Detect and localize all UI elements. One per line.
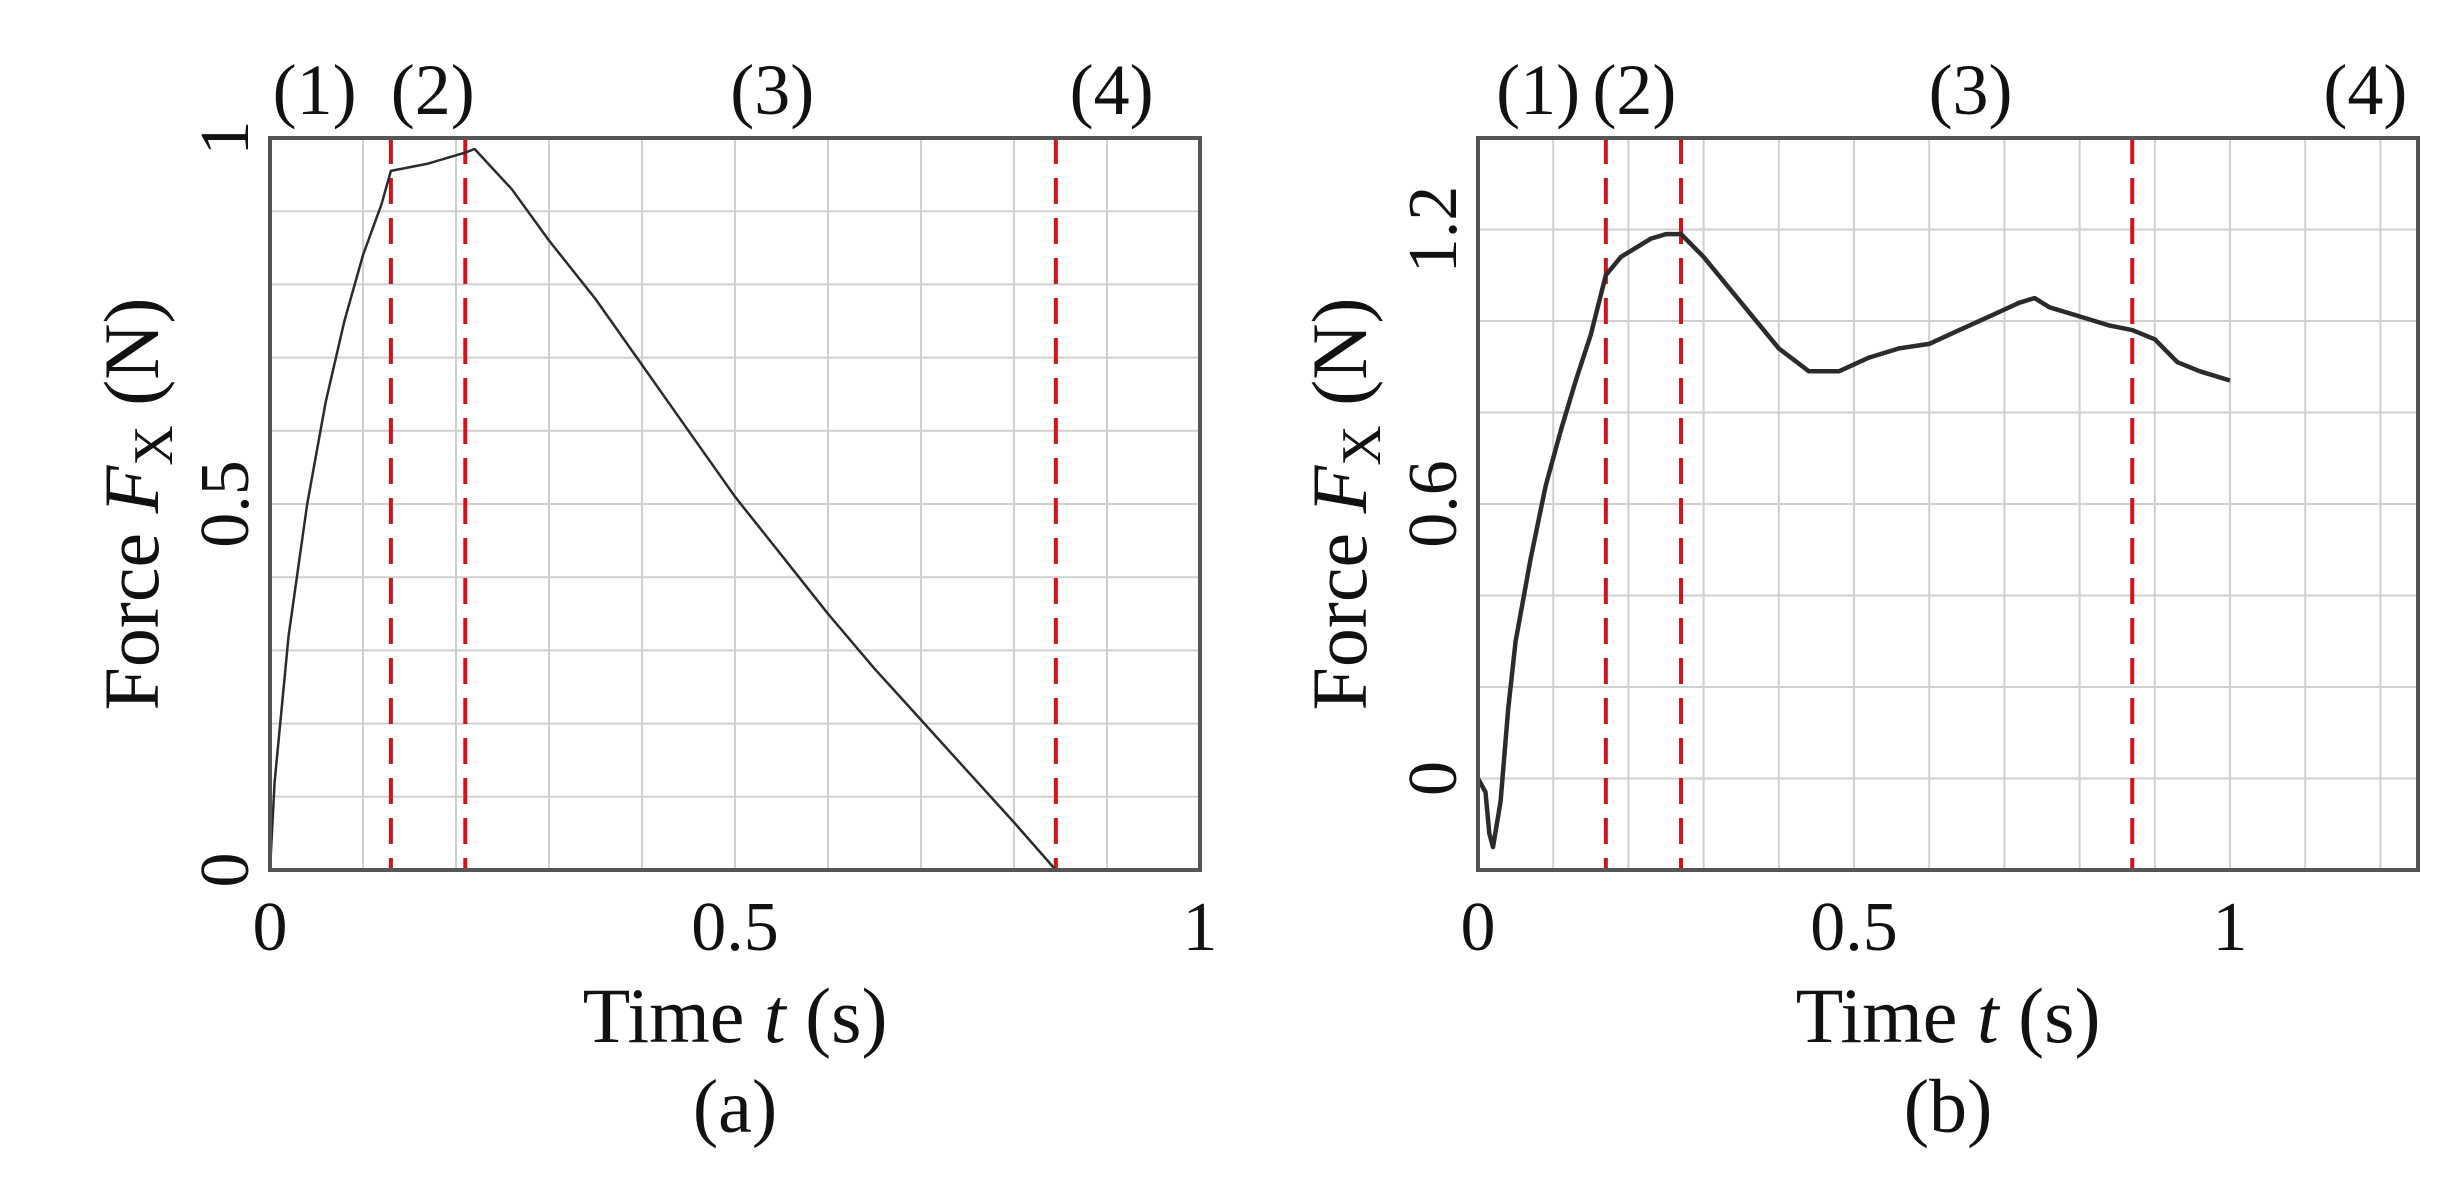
x-tick-label: 0.5 <box>691 889 779 966</box>
y-axis-label-unit: (N) <box>1296 298 1383 426</box>
x-axis-label: Time t (s) <box>1796 972 2101 1059</box>
chart-panel-2: 0 0.5 1 0 0.6 1.2 (1) (2) (3) (4) Time t (s) Force … <box>1296 50 2420 1149</box>
series-line-1 <box>1476 231 2231 850</box>
phase-label-4: (4) <box>2323 50 2407 130</box>
phase-label-1: (1) <box>1496 50 1580 130</box>
series-line-1 <box>268 147 1057 871</box>
phase-label-3: (3) <box>730 50 814 130</box>
y-axis-label-text: Force <box>88 513 175 710</box>
x-axis-label-variable: t <box>1977 972 2001 1059</box>
x-axis-label-variable: t <box>764 972 788 1059</box>
x-axis-label-unit: (s) <box>786 972 888 1059</box>
phase-label-4: (4) <box>1070 50 1154 130</box>
y-axis-label: Force FX (N) <box>88 298 185 711</box>
x-tick-label: 0 <box>253 889 288 966</box>
x-axis-label-unit: (s) <box>1999 972 2101 1059</box>
y-tick-label: 0 <box>1395 761 1472 796</box>
plot-frame <box>1476 136 2420 872</box>
y-tick-label: 0 <box>187 853 264 888</box>
chart-panel-1: 0 0.5 1 0 0.5 1 (1) (2) (3) (4) Time t (s) Force FX… <box>88 50 1218 1149</box>
y-axis-label-subscript: X <box>1331 425 1393 465</box>
x-tick-label: 1 <box>2213 889 2248 966</box>
phase-label-3: (3) <box>1929 50 2013 130</box>
panel-caption: (b) <box>1904 1065 1993 1149</box>
phase-label-2: (2) <box>1592 50 1676 130</box>
x-axis-label-text: Time <box>583 972 764 1059</box>
y-tick-label: 1 <box>187 121 264 156</box>
phase-label-1: (1) <box>273 50 357 130</box>
y-axis-label-text: Force <box>1296 513 1383 710</box>
x-tick-label: 1 <box>1183 889 1218 966</box>
y-tick-label: 1.2 <box>1395 186 1472 274</box>
phase-label-2: (2) <box>391 50 475 130</box>
x-axis-label: Time t (s) <box>583 972 888 1059</box>
x-tick-label: 0.5 <box>1810 889 1898 966</box>
y-axis-label: Force FX (N) <box>1296 298 1393 711</box>
x-tick-label: 0 <box>1461 889 1496 966</box>
panel-caption: (a) <box>693 1065 777 1149</box>
y-axis-label-variable: F <box>1296 464 1383 514</box>
plot-frame <box>268 136 1202 872</box>
y-tick-label: 0.6 <box>1395 460 1472 548</box>
y-axis-label-variable: F <box>88 464 175 514</box>
y-tick-label: 0.5 <box>187 460 264 548</box>
y-axis-label-unit: (N) <box>88 298 175 426</box>
x-axis-label-text: Time <box>1796 972 1977 1059</box>
y-axis-label-subscript: X <box>123 425 185 465</box>
